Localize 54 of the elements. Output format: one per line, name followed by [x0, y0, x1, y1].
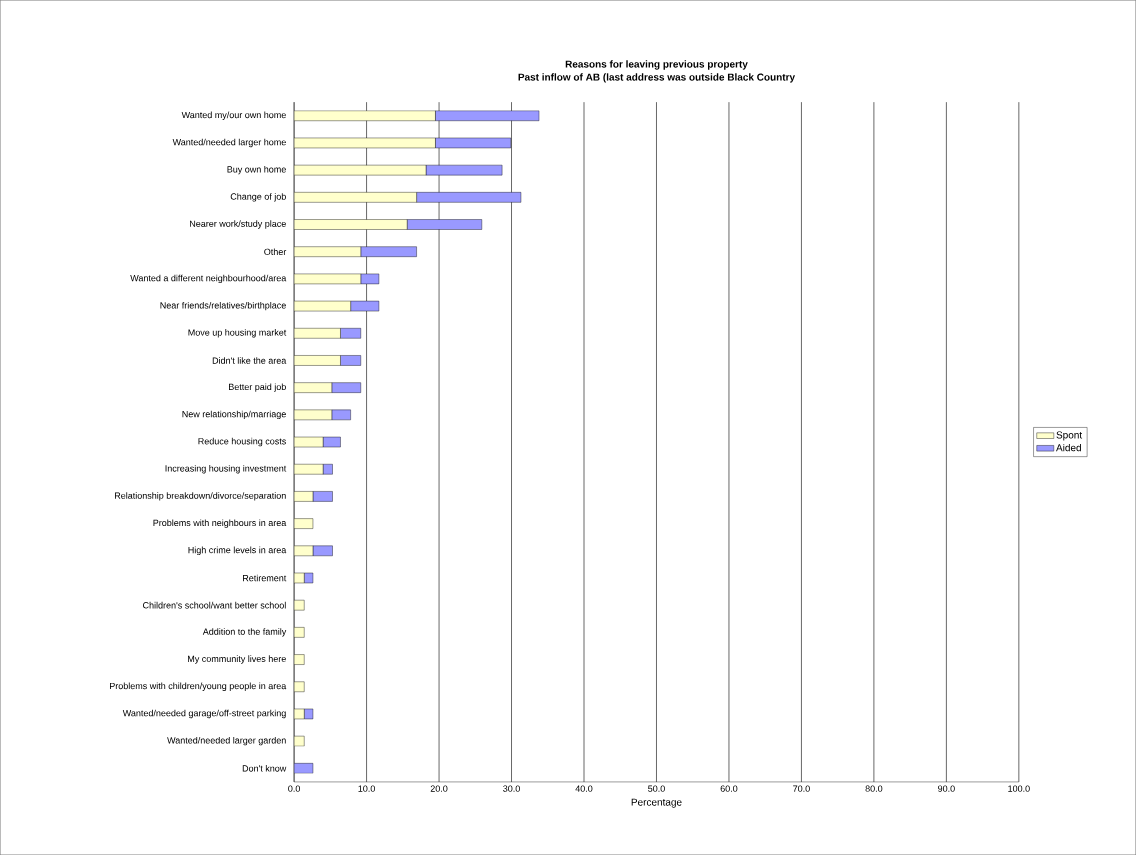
y-tick-label: Near friends/relatives/birthplace [160, 301, 286, 311]
legend-label: Aided [1056, 443, 1081, 452]
x-tick-label: 90.0 [938, 785, 955, 792]
chart-subtitle: Past inflow of AB (last address was outside Black Country [518, 73, 795, 83]
bar [304, 708, 314, 720]
chart-title: Reasons for leaving previous property [565, 60, 748, 70]
x-tick-label: 40.0 [575, 785, 593, 792]
x-tick-label: 60.0 [720, 785, 738, 792]
y-tick-label: Relationship breakdown/divorce/separation [114, 492, 286, 501]
y-tick-label: New relationship/marriage [182, 410, 286, 419]
bar [340, 355, 361, 366]
y-tick-label: Wanted a different neighbourhood/area [130, 274, 287, 284]
x-tick-label: 20.0 [430, 785, 448, 792]
y-tick-label: Didn't like the area [212, 357, 287, 364]
y-tick-label: My community lives here [188, 655, 286, 664]
legend-label: Spont [1056, 431, 1083, 441]
y-tick-label: Addition to the family [202, 628, 287, 637]
y-tick-label: High crime levels in area [188, 546, 287, 555]
y-tick-label: Increasing housing investment [165, 464, 287, 474]
bar [312, 545, 333, 556]
y-tick-label: Reduce housing costs [198, 437, 286, 447]
bar [340, 328, 361, 339]
y-tick-label: Wanted/needed larger garden [167, 736, 286, 746]
y-tick-label: Retirement [243, 574, 287, 582]
bar [322, 463, 333, 475]
bar [331, 382, 361, 393]
y-tick-label: Change of job [230, 193, 286, 202]
y-tick-label: Problems with neighbours in area [153, 519, 287, 528]
x-axis-title: Percentage [631, 798, 682, 808]
y-tick-label: Children's school/want better school [143, 601, 286, 609]
y-tick-label: Wanted/needed larger home [172, 138, 286, 148]
x-tick-label: 100.0 [1008, 785, 1030, 792]
x-tick-label: 80.0 [865, 785, 883, 792]
y-tick-label: Buy own home [227, 165, 286, 175]
x-tick-label: 30.0 [503, 785, 520, 792]
bar [322, 436, 341, 448]
y-tick-label: Wanted/needed garage/off-street parking [122, 709, 286, 719]
x-tick-label: 70.0 [793, 785, 810, 792]
x-tick-label: 50.0 [648, 785, 665, 792]
bar [304, 572, 314, 584]
x-tick-label: 10.0 [358, 785, 375, 792]
bar [360, 273, 380, 285]
y-tick-label: Other [264, 248, 287, 255]
y-tick-label: Don't know [242, 764, 287, 772]
bar [350, 300, 380, 312]
x-tick-label: 0.0 [288, 785, 301, 792]
y-tick-label: Better paid job [229, 383, 286, 392]
y-tick-label: Nearer work/study place [190, 220, 286, 229]
y-tick-label: Problems with children/young people in area [110, 682, 287, 691]
bar [331, 409, 351, 420]
y-tick-label: Wanted my/our own home [181, 111, 286, 120]
bar [312, 491, 333, 502]
y-tick-label: Move up housing market [188, 329, 287, 338]
bar [360, 246, 417, 257]
